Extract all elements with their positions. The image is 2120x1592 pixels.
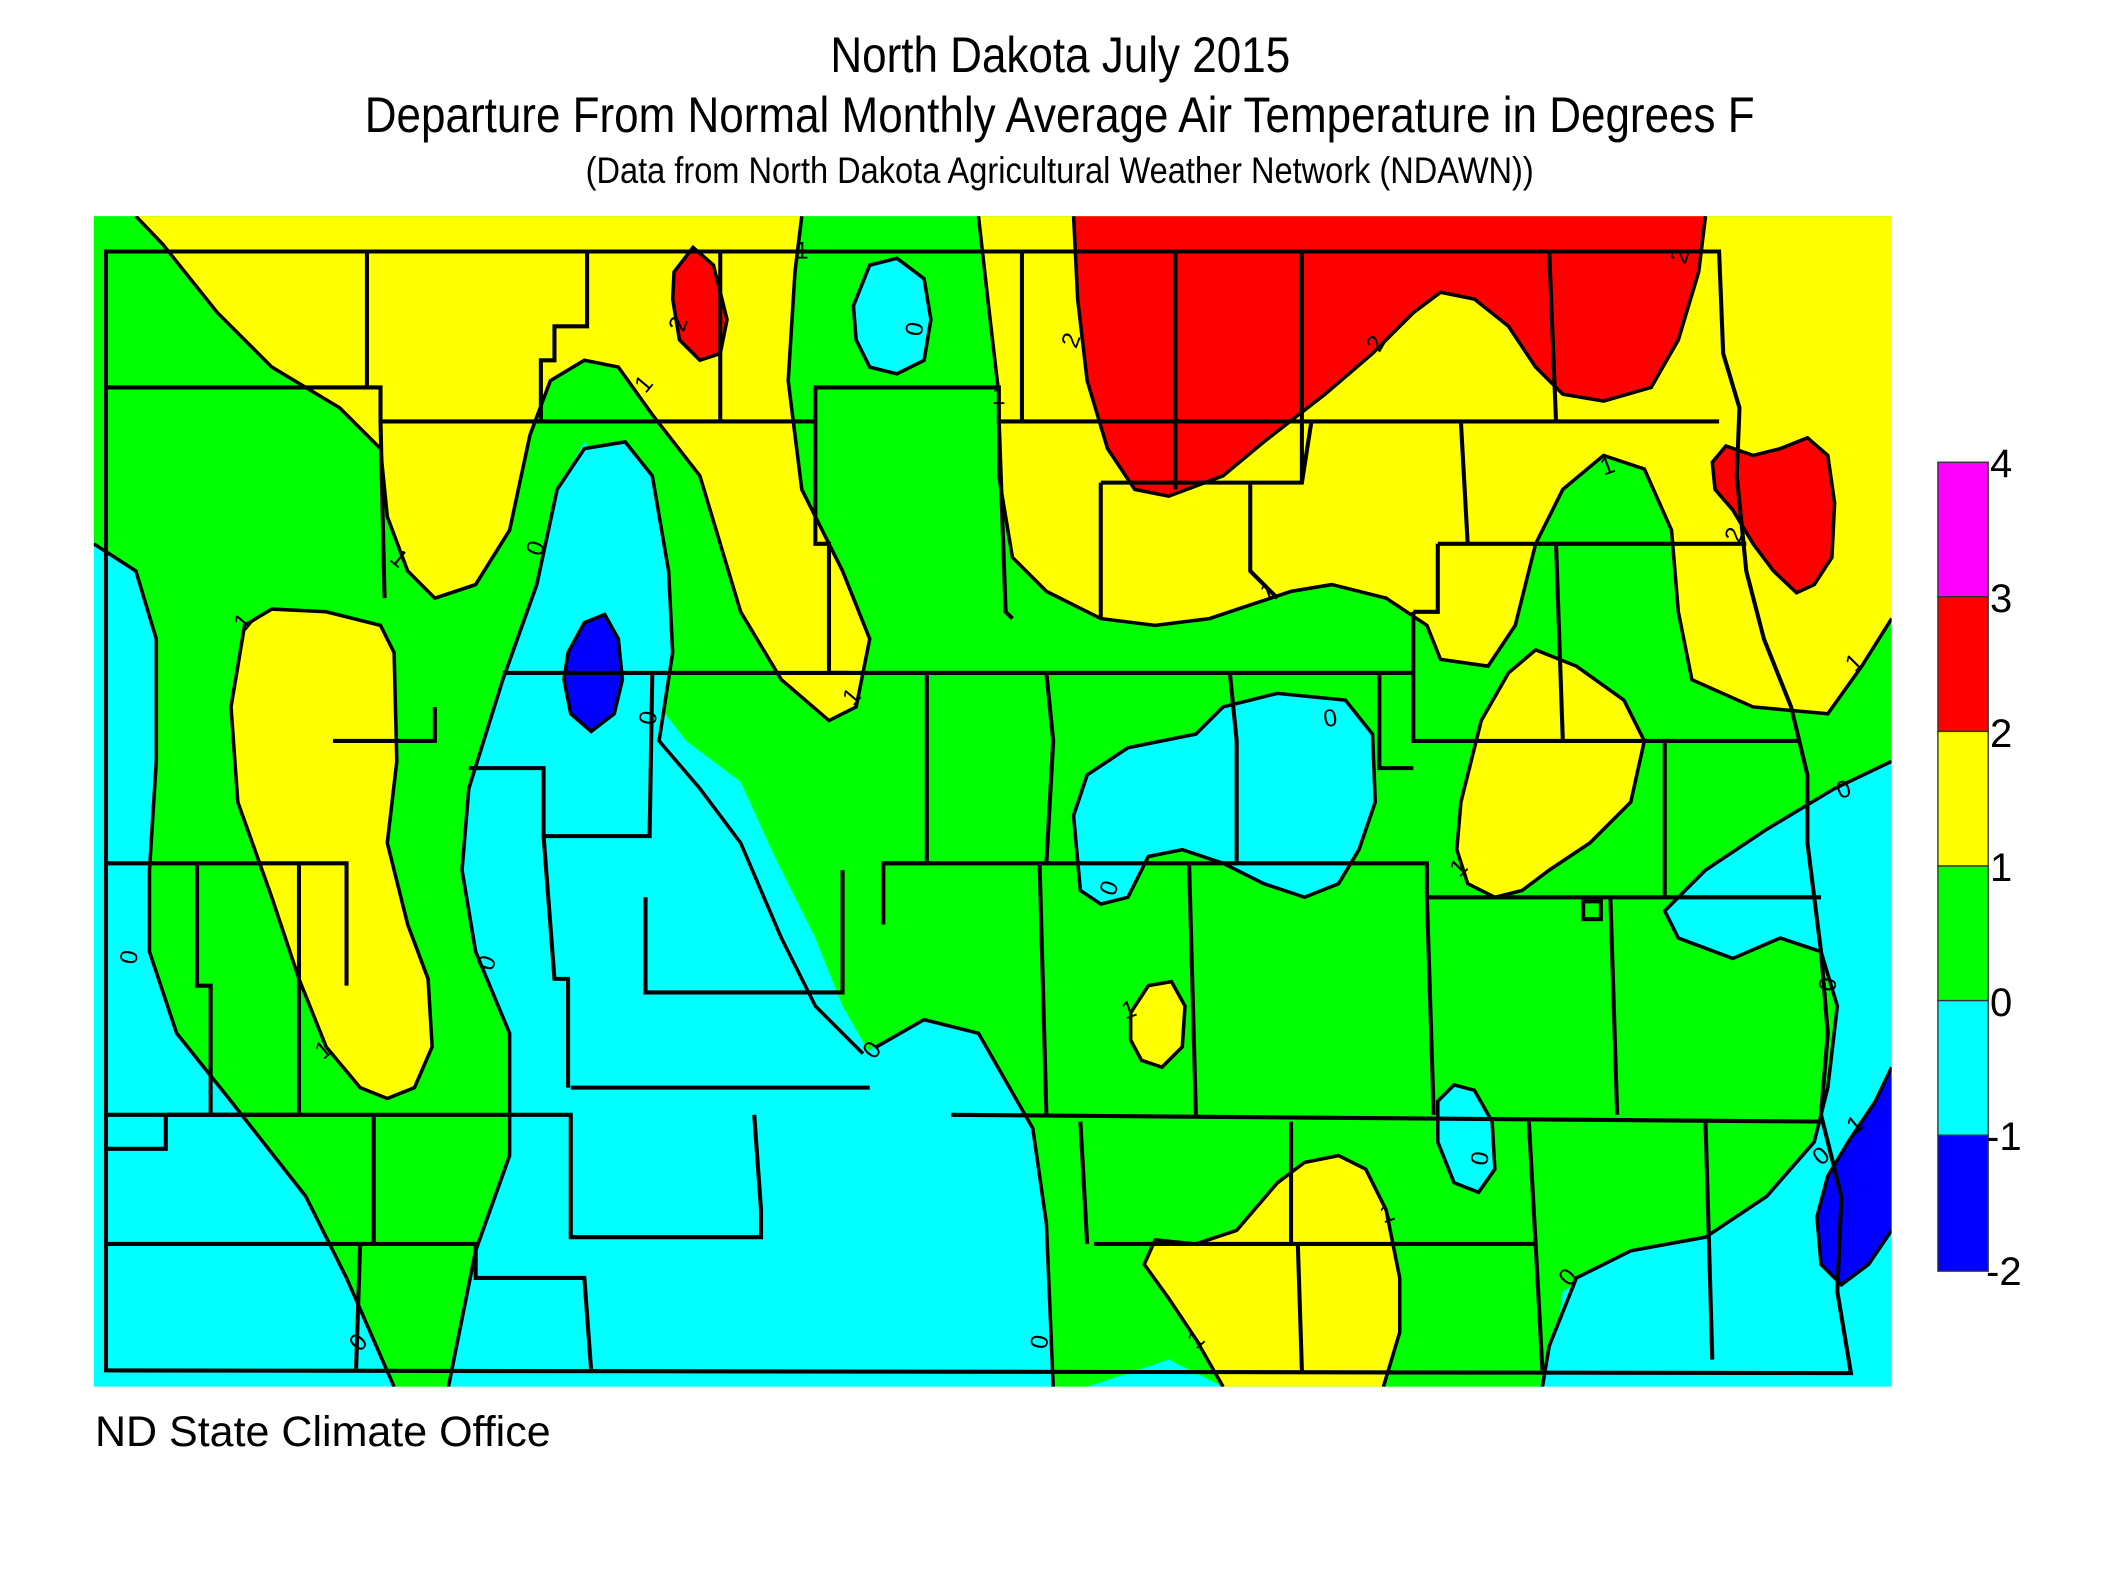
- contour-label: 0: [115, 948, 144, 966]
- county-boundaries: [103, 249, 1854, 1376]
- chart-subtitle-text: Departure From Normal Monthly Average Ai…: [365, 87, 1755, 143]
- contour-line: [1455, 647, 1647, 900]
- county-line: [1413, 543, 1603, 922]
- colorbar-bin-0-1: [1937, 865, 1989, 1002]
- contour-fill-neg1-0: [1549, 761, 1892, 1387]
- colorbar-bin-1-2: [1937, 730, 1989, 867]
- contour-fill-neg2-neg1: [1816, 1067, 1892, 1285]
- colorbar-tick-label: 2: [1990, 712, 2013, 756]
- contour-line: [562, 612, 625, 734]
- colorbar-tick-label: 4: [1990, 442, 2013, 486]
- colorbar-bin-neg2-neg1: [1937, 1134, 1989, 1272]
- contour-label: 0: [1814, 975, 1843, 993]
- data-source-note: (Data from North Dakota Agricultural Wea…: [0, 150, 2120, 192]
- contour-line: [1540, 759, 1892, 1387]
- contour-fill-2-3: [1712, 437, 1835, 593]
- chart-title-text: North Dakota July 2015: [830, 27, 1290, 83]
- contour-line: [851, 256, 933, 376]
- credit-footer: ND State Climate Office: [95, 1408, 551, 1456]
- contour-line: [1815, 1066, 1892, 1288]
- contour-fill-neg1-0: [853, 258, 931, 374]
- contour-label: 0: [634, 709, 663, 727]
- contour-line: [555, 439, 865, 1055]
- chart-subtitle: Departure From Normal Monthly Average Ai…: [0, 86, 2120, 144]
- county-line: [106, 1241, 1545, 1371]
- contour-line: [875, 1017, 1055, 1387]
- county-line: [364, 251, 1559, 490]
- county-line: [106, 385, 1720, 424]
- county-line: [1411, 541, 1801, 743]
- colorbar-tick-label: -1: [1986, 1115, 2022, 1159]
- contour-line: [1142, 1153, 1402, 1387]
- contour-line: [93, 542, 396, 1387]
- contour-fill-neg1-0: [1437, 1084, 1495, 1193]
- contour-fill-1-2: [1130, 981, 1186, 1068]
- colorbar-tick-label: 0: [1990, 981, 2013, 1025]
- contour-label: 0: [1026, 1333, 1055, 1351]
- contour-label: 0: [1321, 704, 1339, 733]
- contour-line: [976, 216, 1892, 716]
- colorbar-bin-neg1-0: [1937, 999, 1989, 1136]
- contour-line: [134, 216, 872, 723]
- contour-line: [1071, 216, 1708, 499]
- contour-fill-1-2: [1144, 1155, 1400, 1387]
- chart-title: North Dakota July 2015: [0, 26, 2120, 84]
- colorbar-tick-label: 1: [1990, 846, 2013, 890]
- contour-label: 1: [992, 383, 1006, 410]
- contour-fill-1-2: [231, 609, 433, 1099]
- contour-label: 0: [1466, 1149, 1495, 1167]
- county-line: [378, 421, 1470, 676]
- contour-line: [446, 489, 559, 1387]
- contour-line: [1436, 1082, 1497, 1195]
- contour-label: 1: [795, 237, 809, 264]
- colorbar-tick-label: -2: [1986, 1250, 2022, 1294]
- colorbar-bin-3-4: [1937, 461, 1989, 598]
- state-border: [103, 249, 1854, 1376]
- colorbar-bin-2-3: [1937, 596, 1989, 733]
- contour-fill-2-3: [1073, 216, 1706, 497]
- contour-line: [1128, 979, 1187, 1070]
- data-source-note-text: (Data from North Dakota Agricultural Wea…: [585, 150, 1535, 191]
- filled-contours: [93, 216, 1892, 1387]
- county-line: [106, 1085, 1822, 1360]
- contour-fill-neg1-0: [1073, 693, 1376, 905]
- colorbar-tick-label: 3: [1990, 577, 2013, 621]
- contour-line: [229, 607, 434, 1101]
- contour-label: 0: [901, 320, 930, 338]
- contour-fill-2-3: [672, 247, 728, 361]
- colorbar: [1937, 461, 1989, 1272]
